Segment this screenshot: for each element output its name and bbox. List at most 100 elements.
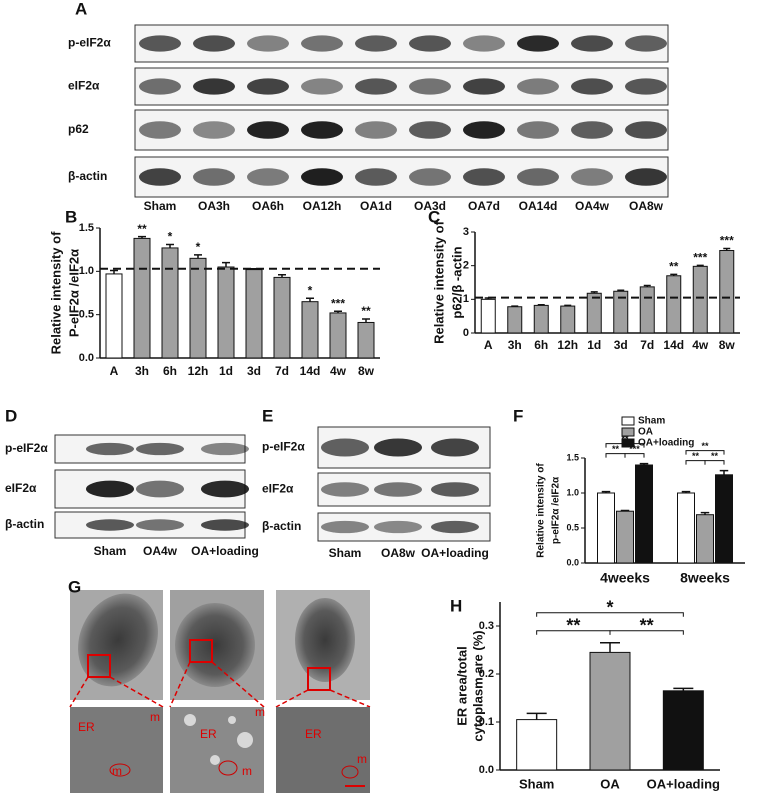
blot-row-label: β-actin — [68, 169, 107, 183]
error-bar — [166, 243, 174, 248]
bar — [329, 312, 347, 359]
blot-band — [136, 480, 184, 498]
y-tick-label: 1 — [463, 293, 469, 305]
error-bar — [334, 310, 342, 313]
y-axis-label: Relative intensity of — [536, 463, 547, 558]
error-bar — [526, 712, 547, 720]
significance-label: ** — [137, 222, 147, 236]
bar — [639, 286, 655, 334]
x-tick-label: 8w — [358, 364, 375, 378]
blot-row-label: β-actin — [262, 519, 301, 533]
panel-label: A — [75, 0, 87, 18]
panel-label: F — [513, 406, 523, 425]
bar — [245, 269, 263, 359]
panel-label: B — [65, 207, 77, 226]
error-bar — [590, 291, 598, 294]
blot-band — [463, 168, 505, 186]
blot-band — [431, 438, 479, 457]
blot-column-label: OA8w — [629, 199, 664, 213]
blot-column-label: OA4w — [143, 544, 178, 558]
zoom-box — [189, 639, 213, 663]
bar — [533, 304, 549, 334]
micrograph-label: m — [255, 705, 265, 719]
bar — [161, 247, 179, 359]
blot-column-label: OA12h — [303, 199, 342, 213]
blot-column-label: OA1d — [360, 199, 392, 213]
blot-band — [247, 121, 289, 139]
y-tick-label: 0.0 — [79, 352, 94, 364]
significance-bracket — [605, 453, 626, 458]
blot-band — [463, 78, 505, 95]
x-tick-label: 14d — [663, 338, 684, 352]
bar — [105, 273, 123, 359]
x-tick-label: 6h — [534, 338, 548, 352]
blot-band — [517, 35, 559, 52]
significance-bracket — [685, 450, 725, 455]
error-bar — [222, 261, 230, 267]
bar — [692, 265, 708, 334]
significance-label: ** — [692, 451, 700, 461]
blot-band — [431, 482, 479, 497]
x-tick-label: A — [484, 338, 493, 352]
blot-band — [571, 121, 613, 139]
micrograph-label: ER — [305, 727, 322, 741]
significance-bracket — [605, 443, 645, 448]
y-tick-label: 0 — [463, 327, 469, 339]
blot-column-label: OA14d — [519, 199, 558, 213]
significance-label: *** — [693, 251, 707, 265]
bar — [696, 514, 714, 564]
blot-band — [409, 168, 451, 186]
blot-band — [355, 121, 397, 139]
blot-band — [139, 121, 181, 139]
error-bar — [278, 274, 286, 278]
bar — [507, 306, 523, 334]
error-bar — [564, 304, 572, 307]
blot-band — [193, 78, 235, 95]
blot-column-label: OA8w — [381, 546, 416, 560]
bar — [662, 690, 704, 771]
legend-swatch — [621, 438, 635, 448]
micrograph-label: m — [150, 710, 160, 724]
blot-band — [463, 35, 505, 52]
cell — [78, 593, 158, 687]
x-tick-label: 7d — [640, 338, 654, 352]
blot-band — [625, 121, 667, 139]
blot-band — [193, 121, 235, 139]
error-bar — [719, 469, 729, 475]
blot-band — [409, 35, 451, 52]
x-tick-label: 1d — [587, 338, 601, 352]
micrograph-label: m — [357, 752, 367, 766]
blot-band — [517, 121, 559, 139]
x-tick-label: 4w — [692, 338, 709, 352]
significance-label: *** — [331, 296, 345, 310]
legend-swatch — [621, 416, 635, 426]
y-tick-label: 0.2 — [479, 668, 494, 680]
blot-band — [139, 168, 181, 186]
micrograph-zoom — [276, 707, 370, 793]
blot-band — [247, 78, 289, 95]
vacuoles — [184, 714, 253, 765]
y-axis-label: p-eIF2α /eIF2α — [551, 476, 562, 544]
y-axis-label: cytoplasm are (%) — [470, 630, 485, 741]
blot-band — [517, 168, 559, 186]
cell — [295, 598, 355, 682]
blot-band — [625, 168, 667, 186]
significance-label: * — [196, 240, 201, 254]
blot-band — [571, 78, 613, 95]
legend-label: OA — [638, 427, 653, 438]
blot-band — [431, 520, 479, 534]
zoom-box — [87, 654, 111, 678]
blot-column-label: OA+loading — [191, 544, 259, 558]
x-tick-label: A — [110, 364, 119, 378]
bar — [133, 237, 151, 359]
bar — [301, 301, 319, 359]
bar — [666, 275, 682, 334]
error-bar — [306, 297, 314, 302]
bar — [677, 492, 695, 564]
x-tick-label: 1d — [219, 364, 233, 378]
blot-band — [571, 35, 613, 52]
error-bar — [673, 687, 694, 691]
blot-band — [86, 480, 134, 498]
blot-band — [139, 35, 181, 52]
